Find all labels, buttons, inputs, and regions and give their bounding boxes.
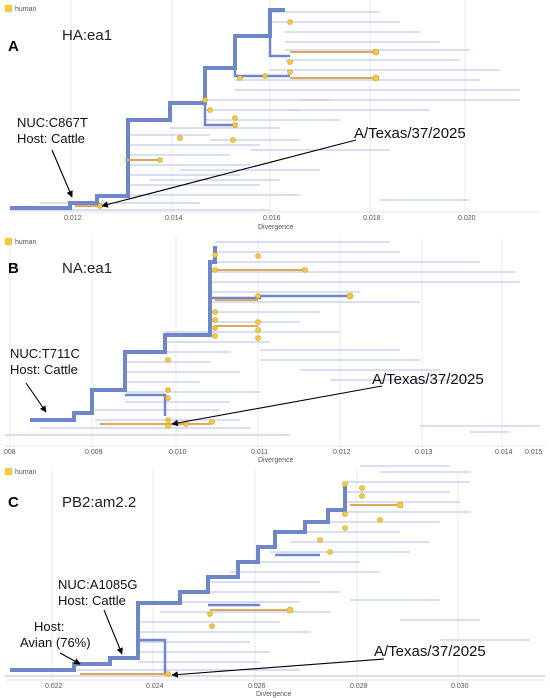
mutation-arrow — [103, 609, 123, 655]
tick-label: 0.020 — [458, 215, 476, 222]
host-arrow — [59, 652, 81, 665]
mutation-label-line1: NUC:C867T — [17, 115, 88, 130]
panel-title: PB2:am2.2 — [62, 494, 136, 511]
axis-title: Divergence — [256, 691, 292, 698]
panel-b-human-branches — [100, 269, 305, 425]
host-label-line2: Avian (76%) — [20, 635, 91, 650]
strain-arrow — [171, 385, 383, 427]
tick-label: 0.013 — [415, 449, 433, 456]
legend-label: human — [15, 469, 37, 476]
legend-swatch — [5, 468, 12, 475]
panel-c-trunk — [10, 482, 347, 672]
tick-label: 0.009 — [85, 449, 103, 456]
panel-a-trunk — [10, 8, 285, 210]
panel-a: human A HA:ea1 — [5, 0, 540, 231]
tick-label: 0.012 — [64, 215, 82, 222]
tick-label: 0.015 — [525, 449, 543, 456]
panel-b: human B NA:ea1 — [4, 238, 545, 464]
mutation-label-line2: Host: Cattle — [10, 362, 78, 377]
tick-label: 0.018 — [363, 215, 381, 222]
tick-label: 0.030 — [451, 683, 469, 690]
tick-label: 0.026 — [248, 683, 266, 690]
panel-c-grid — [51, 468, 459, 680]
panel-a-human-nodes — [97, 19, 380, 209]
mutation-arrow — [25, 382, 47, 413]
strain-arrow — [171, 658, 385, 678]
tick-label: 008 — [4, 449, 16, 456]
mutation-arrow — [51, 149, 73, 198]
panel-b-branches — [5, 241, 540, 436]
legend-swatch — [5, 5, 12, 12]
panel-b-grid — [9, 238, 503, 447]
strain-label: A/Texas/37/2025 — [354, 125, 466, 142]
mutation-label-line2: Host: Cattle — [58, 593, 126, 608]
legend-label: human — [15, 6, 37, 13]
mutation-label-line1: NUC:A1085G — [58, 577, 137, 592]
axis-title: Divergence — [258, 457, 294, 464]
panel-b-trunk — [30, 246, 217, 422]
tick-label: 0.028 — [350, 683, 368, 690]
panel-title: HA:ea1 — [62, 27, 112, 44]
tick-label: 0.014 — [495, 449, 513, 456]
panel-letter: C — [8, 494, 19, 511]
strain-label: A/Texas/37/2025 — [374, 643, 486, 660]
panel-c-human-nodes — [165, 481, 404, 677]
panel-c-subclade — [138, 553, 320, 674]
tick-label: 0.010 — [169, 449, 187, 456]
tick-label: 0.024 — [146, 683, 164, 690]
mutation-label-line1: NUC:T711C — [10, 346, 80, 361]
panel-c-branches — [5, 465, 545, 677]
panel-b-axis: 008 0.009 0.010 0.011 0.012 0.013 0.014 … — [4, 445, 545, 464]
strain-arrow — [101, 139, 357, 208]
strain-label: A/Texas/37/2025 — [372, 371, 484, 388]
panel-title: NA:ea1 — [62, 260, 112, 277]
host-label-line1: Host: — [34, 619, 64, 634]
panel-letter: B — [8, 260, 19, 277]
panel-c-axis: 0.022 0.024 0.026 0.028 0.030 Divergence — [5, 679, 545, 698]
tick-label: 0.022 — [45, 683, 63, 690]
tick-label: 0.016 — [263, 215, 281, 222]
panel-a-subclade — [203, 36, 290, 127]
panel-c-human-branches — [80, 504, 400, 675]
axis-title: Divergence — [258, 224, 294, 231]
legend-swatch — [5, 238, 12, 245]
panel-b-human-nodes — [165, 252, 354, 429]
panel-a-human-branches — [75, 51, 376, 207]
panel-c: human C PB2:am2.2 — [5, 465, 545, 698]
panel-letter: A — [8, 38, 19, 55]
tick-label: 0.012 — [333, 449, 351, 456]
legend-label: human — [15, 239, 37, 246]
mutation-label-line2: Host: Cattle — [17, 131, 85, 146]
panel-a-axis: 0.012 0.014 0.016 0.018 0.020 Divergence — [10, 211, 540, 231]
tick-label: 0.011 — [251, 449, 268, 456]
tick-label: 0.014 — [165, 215, 183, 222]
